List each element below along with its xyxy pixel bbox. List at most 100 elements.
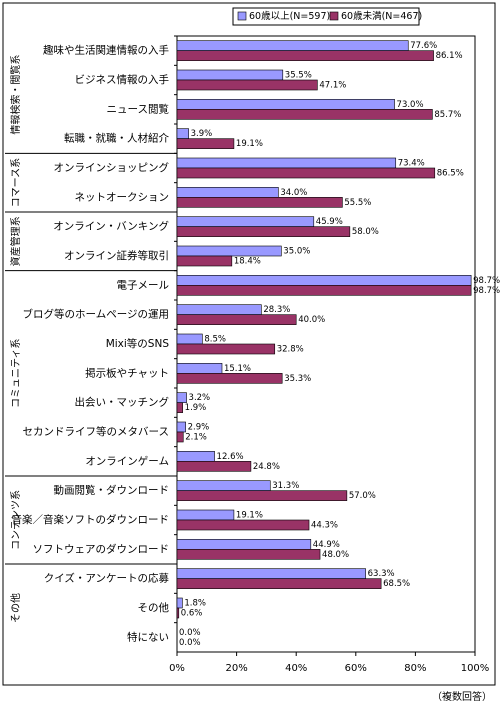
- value-label: 2.1%: [185, 433, 207, 443]
- group-label: その他: [9, 593, 22, 623]
- bar: [176, 490, 348, 501]
- value-label: 86.5%: [437, 169, 464, 179]
- bar: [176, 50, 434, 61]
- value-label: 3.9%: [191, 129, 213, 139]
- bar: [176, 304, 262, 315]
- legend-box: [232, 7, 420, 26]
- value-label: 35.3%: [284, 374, 311, 384]
- value-label: 35.0%: [283, 247, 310, 257]
- bar: [176, 607, 180, 619]
- bar: [176, 421, 186, 433]
- category-label: 趣味や生活関連情報の入手: [43, 44, 169, 57]
- value-label: 1.9%: [185, 403, 207, 413]
- value-label: 35.5%: [285, 71, 312, 81]
- group-label: 情報検索・閲覧系: [9, 55, 22, 135]
- value-label: 0.0%: [179, 628, 201, 638]
- bar: [176, 226, 351, 237]
- category-label: 音楽／音楽ソフトのダウンロード: [12, 513, 170, 526]
- value-label: 55.5%: [344, 198, 371, 208]
- note: （複数回答）: [432, 690, 492, 703]
- value-label: 98.7%: [473, 286, 500, 296]
- bar: [176, 549, 321, 560]
- value-label: 68.5%: [383, 579, 410, 589]
- value-label: 0.0%: [179, 638, 201, 648]
- bar: [176, 343, 276, 355]
- category-label: ブログ等のホームページの運用: [23, 308, 169, 321]
- bar: [176, 197, 343, 208]
- value-label: 98.7%: [473, 276, 500, 286]
- bar: [176, 167, 436, 179]
- value-label: 45.9%: [316, 217, 343, 227]
- bar: [176, 69, 284, 81]
- bar: [176, 109, 433, 120]
- bar: [176, 40, 409, 51]
- category-label: 動画閲覧・ダウンロード: [54, 484, 170, 497]
- category-label: 電子メール: [117, 279, 170, 291]
- bar: [176, 509, 235, 521]
- bar: [176, 285, 472, 296]
- value-label: 63.3%: [368, 569, 395, 579]
- bar: [176, 333, 203, 345]
- category-label: 掲示板やチャット: [85, 366, 169, 379]
- value-label: 15.1%: [224, 364, 251, 374]
- legend-swatch: [237, 11, 247, 21]
- bar: [176, 275, 472, 286]
- x-tick-label: 80%: [404, 663, 426, 674]
- x-tick-label: 100%: [461, 663, 490, 674]
- bar: [176, 363, 223, 374]
- category-label: オンラインショッピング: [54, 161, 170, 174]
- value-label: 57.0%: [349, 491, 376, 501]
- bar: [176, 187, 279, 198]
- value-label: 47.1%: [319, 81, 346, 91]
- value-label: 0.6%: [181, 609, 203, 619]
- category-label: ニュース閲覧: [107, 102, 170, 115]
- category-label: ビジネス情報の入手: [75, 73, 170, 86]
- value-label: 34.0%: [280, 188, 307, 198]
- category-label: セカンドライフ等のメタバース: [23, 425, 169, 438]
- bar: [176, 128, 189, 139]
- value-label: 3.2%: [189, 393, 211, 403]
- value-label: 24.8%: [253, 462, 280, 472]
- bar: [176, 99, 395, 110]
- x-tick-label: 20%: [225, 663, 247, 674]
- legend-label: 60歳以上(N=597): [249, 10, 330, 22]
- value-label: 19.1%: [236, 511, 263, 521]
- value-label: 48.0%: [322, 550, 349, 560]
- value-label: 1.8%: [184, 599, 206, 609]
- value-label: 2.9%: [188, 423, 210, 433]
- bar: [176, 480, 271, 491]
- category-label: 転職・就職・人材紹介: [64, 132, 169, 145]
- value-label: 86.1%: [436, 51, 463, 61]
- bar: [176, 79, 318, 91]
- bar: [176, 402, 183, 413]
- value-label: 44.9%: [313, 540, 340, 550]
- value-label: 77.6%: [410, 41, 437, 51]
- value-label: 44.3%: [311, 521, 338, 531]
- bar: [176, 314, 297, 325]
- bar: [176, 461, 252, 472]
- category-label: クイズ・アンケートの応募: [44, 572, 170, 585]
- x-tick-label: 40%: [285, 663, 307, 674]
- value-label: 32.8%: [277, 345, 304, 355]
- value-label: 31.3%: [272, 481, 299, 491]
- category-label: ネットオークション: [75, 191, 170, 203]
- category-label: オンライン・バンキング: [53, 220, 169, 233]
- value-label: 73.4%: [398, 159, 425, 169]
- bar: [176, 568, 366, 579]
- group-label: コミュニティ系: [10, 339, 22, 408]
- legend-swatch: [329, 11, 339, 21]
- category-label: 特にない: [127, 631, 169, 643]
- value-label: 85.7%: [434, 110, 461, 120]
- category-label: オンラインゲーム: [85, 455, 169, 467]
- bar: [176, 451, 215, 462]
- bar: [176, 519, 310, 531]
- bar: [176, 539, 312, 550]
- value-label: 12.6%: [217, 452, 244, 462]
- bar: [176, 578, 382, 589]
- group-label: 資産管理系: [9, 216, 22, 266]
- bar: [176, 216, 315, 227]
- category-label: オンライン証券等取引: [64, 249, 169, 262]
- category-label: 出会い・マッチング: [75, 396, 170, 409]
- category-label: ソフトウェアのダウンロード: [33, 542, 170, 555]
- bar: [176, 157, 397, 169]
